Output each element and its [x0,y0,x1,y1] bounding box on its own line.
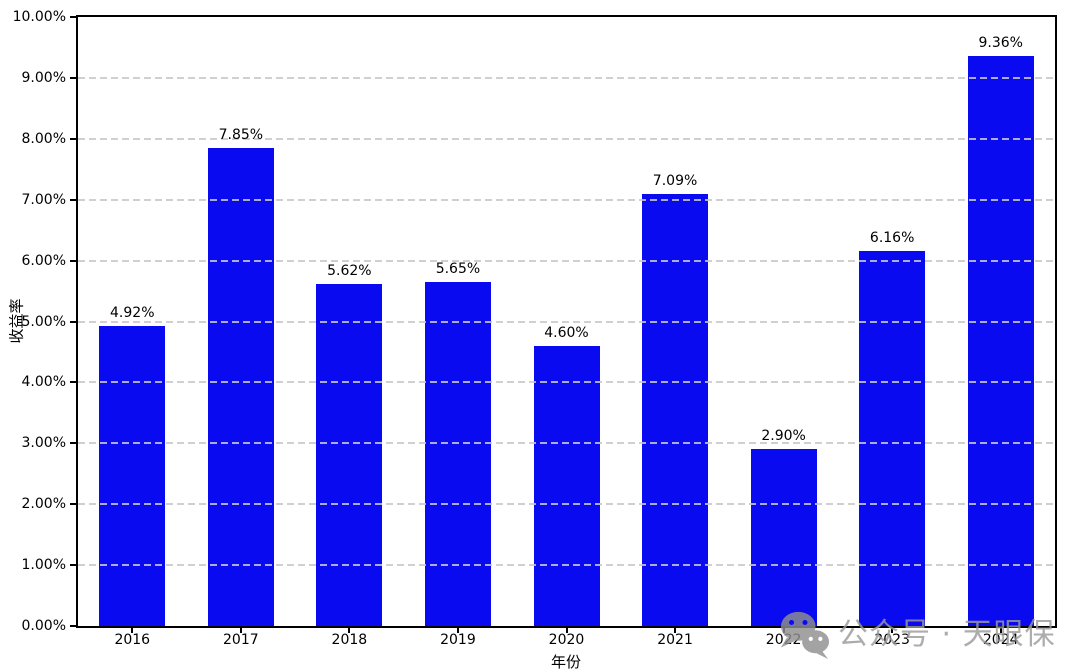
y-tick-mark [70,137,76,140]
y-tick-label: 7.00% [21,191,66,208]
bar-value-label: 6.16% [869,229,915,246]
x-tick-label: 2020 [548,632,585,648]
bar [642,194,709,626]
y-tick-label: 10.00% [12,9,66,25]
x-tick-mark [565,628,568,633]
y-tick-mark [70,16,76,18]
y-tick-label: 2.00% [21,496,66,513]
watermark-text: 公众号 · 天眼保 [838,617,1056,652]
x-tick-mark [891,628,894,633]
grid-line [78,320,1055,323]
y-tick-label: 8.00% [21,130,66,147]
wechat-icon [779,610,831,660]
bar [99,326,166,626]
grid-line [78,259,1055,262]
grid-line [78,564,1055,567]
x-axis-title: 年份 [550,653,582,671]
x-tick-label: 2017 [223,632,259,648]
grid-line [78,198,1055,201]
bar-value-label: 7.09% [652,173,698,190]
grid-line [78,503,1055,506]
bar-value-label: 7.85% [218,126,264,143]
bar-value-label: 4.60% [544,324,589,341]
y-tick-label: 0.00% [21,618,66,634]
grid-line [78,76,1055,79]
x-tick-label: 2023 [874,632,910,648]
bar-value-label: 5.65% [435,260,481,277]
x-tick-mark [674,628,677,633]
y-tick-label: 5.00% [21,313,66,330]
bar-value-label: 4.92% [110,305,155,322]
y-tick-label: 3.00% [21,435,66,452]
y-tick-mark [70,198,76,201]
y-tick-label: 4.00% [21,374,66,391]
x-tick-mark [348,628,351,633]
y-tick-label: 6.00% [21,252,66,269]
bar [424,281,491,626]
y-tick-mark [70,259,76,262]
x-tick-label: 2024 [982,632,1019,648]
x-tick-mark [999,628,1002,633]
y-tick-mark [70,76,76,79]
y-tick-mark [70,442,76,445]
bar [533,345,600,626]
value-labels-layer: 4.92% 7.85% 5.62% 5.65% 4.60% 7.09% 2.90% 6.16%… [78,17,1055,626]
bar [859,250,926,626]
y-tick-label: 9.00% [21,69,66,86]
gridlines-layer [78,17,1055,626]
y-tick-mark [70,381,76,384]
grid-line [78,381,1055,384]
grid-line [78,442,1055,445]
bar-value-label: 5.62% [327,262,372,279]
y-tick-mark [70,564,76,567]
bar [316,283,383,626]
watermark: 公众号 · 天眼保 [779,610,1056,660]
x-tick-label: 2019 [440,632,476,648]
y-tick-label: 1.00% [21,557,66,574]
x-tick-mark [239,628,242,633]
bar [207,147,274,626]
y-tick-mark [70,503,76,506]
y-tick-mark [70,625,76,627]
bar [750,449,817,626]
x-tick-label: 2021 [657,632,693,648]
bar-value-label: 2.90% [761,428,806,445]
bar-value-label: 9.36% [978,34,1023,51]
x-tick-label: 2016 [114,632,151,648]
bar [967,55,1034,626]
x-tick-mark [456,628,459,633]
y-tick-mark [70,320,76,323]
plot-area: 4.92% 7.85% 5.62% 5.65% 4.60% 7.09% 2.90% 6.16%… [76,15,1057,628]
x-tick-label: 2018 [331,632,368,648]
bars-layer [78,17,1055,626]
x-tick-mark [131,628,134,633]
grid-line [78,137,1055,140]
